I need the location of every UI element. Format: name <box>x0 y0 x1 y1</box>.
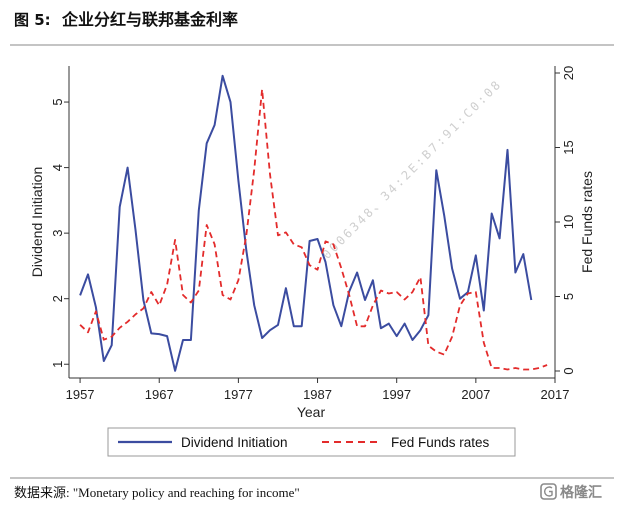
series-line-dividend-initiation <box>79 74 533 372</box>
series-line-fed-funds-rates <box>79 88 548 371</box>
brand-logo-glyph-icon <box>543 486 553 497</box>
figure-label: 图 5: <box>14 11 51 29</box>
legend-frame <box>107 427 516 457</box>
left-y-axis-title: Dividend Initiation <box>29 167 45 278</box>
x-tick-label: 1957 <box>66 387 95 402</box>
x-tick-label: 1967 <box>145 387 174 402</box>
brand-logo-icon <box>540 483 557 500</box>
figure-title: 企业分红与联邦基金利率 <box>61 10 238 29</box>
right-y-tick-label: 0 <box>561 367 576 374</box>
x-tick-label: 1987 <box>303 387 332 402</box>
legend-label-fed-funds-rates: Fed Funds rates <box>391 435 490 450</box>
right-y-tick-label: 20 <box>561 66 576 80</box>
x-tick-label: 1977 <box>224 387 253 402</box>
brand-logo: 格隆汇 <box>540 483 602 501</box>
figure-header: 图 5: 企业分红与联邦基金利率 <box>10 10 614 46</box>
x-tick-label: 2007 <box>461 387 490 402</box>
left-y-tick-label: 2 <box>50 295 65 302</box>
watermark-text: 0006348、34:2E:B7:91:C0:08 <box>320 77 505 262</box>
left-y-tick-label: 1 <box>50 361 65 368</box>
left-y-tick-label: 3 <box>50 230 65 237</box>
left-y-tick-label: 4 <box>50 164 65 171</box>
legend-label-dividend-initiation: Dividend Initiation <box>181 435 288 450</box>
chart-series <box>79 74 548 372</box>
right-y-tick-label: 5 <box>561 293 576 300</box>
right-y-tick-label: 15 <box>561 140 576 154</box>
brand-logo-text: 格隆汇 <box>560 484 602 501</box>
legend: Dividend Initiation Fed Funds rates <box>107 427 516 457</box>
x-tick-label: 1997 <box>382 387 411 402</box>
x-axis-title: Year <box>297 404 326 420</box>
left-y-tick-label: 5 <box>50 98 65 105</box>
chart-axes <box>68 66 556 379</box>
chart-ticks: 1957 1967 1977 1987 1997 2007 2017 1 2 3 4 5 0 5 10 15 2… <box>50 66 576 402</box>
figure-footer: 数据来源: "Monetary policy and reaching for … <box>10 477 614 501</box>
right-y-tick-label: 10 <box>561 215 576 229</box>
source-note: 数据来源: "Monetary policy and reaching for … <box>14 485 300 500</box>
right-y-axis-title: Fed Funds rates <box>579 171 595 273</box>
x-tick-label: 2017 <box>541 387 570 402</box>
chart: 1957 1967 1977 1987 1997 2007 2017 1 2 3 4 5 0 5 10 15 2… <box>29 66 595 457</box>
